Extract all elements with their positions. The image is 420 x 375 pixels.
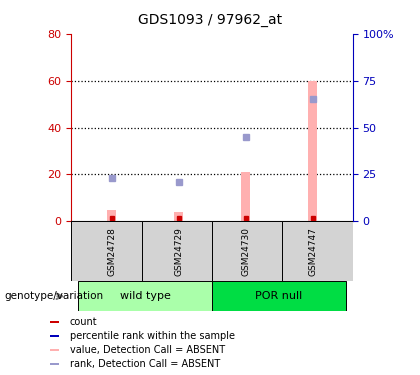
Bar [308,81,317,221]
Text: POR null: POR null [255,291,303,301]
Bar [50,334,60,337]
Bar [78,281,212,311]
Bar [174,212,183,221]
Text: count: count [70,317,97,327]
Text: wild type: wild type [120,291,171,301]
Text: genotype/variation: genotype/variation [4,291,103,301]
Text: GSM24730: GSM24730 [241,227,250,276]
Bar [142,221,212,281]
Text: GSM24728: GSM24728 [107,227,116,276]
Bar [212,221,282,281]
Text: percentile rank within the sample: percentile rank within the sample [70,331,235,341]
Bar [212,281,346,311]
Bar [241,172,250,221]
Bar [50,321,60,323]
Bar [71,221,142,281]
Bar [50,349,60,351]
Text: value, Detection Call = ABSENT: value, Detection Call = ABSENT [70,345,225,355]
Text: rank, Detection Call = ABSENT: rank, Detection Call = ABSENT [70,359,220,369]
Bar [50,363,60,365]
Text: GSM24729: GSM24729 [174,227,183,276]
Bar [283,221,353,281]
Bar [107,210,116,221]
Text: GSM24747: GSM24747 [308,227,317,276]
Text: GDS1093 / 97962_at: GDS1093 / 97962_at [138,13,282,27]
